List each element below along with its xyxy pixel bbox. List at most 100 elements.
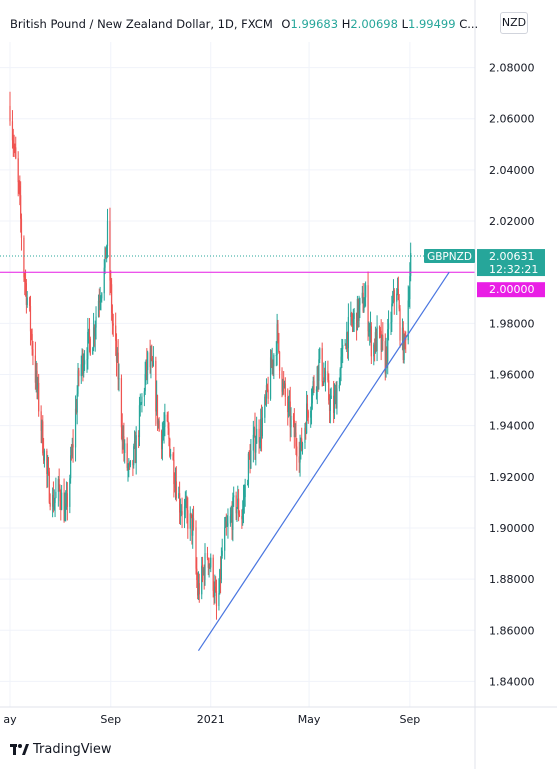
candle-up	[387, 329, 389, 362]
low-value: 1.99499	[408, 17, 456, 31]
candle-up	[368, 330, 370, 332]
candle-up	[47, 468, 49, 474]
currency-button[interactable]: NZD	[500, 12, 528, 34]
candle-up	[53, 503, 55, 509]
candle-down	[313, 381, 315, 390]
candle-up	[147, 352, 149, 371]
candle-up	[64, 506, 66, 521]
candle-up	[180, 511, 182, 513]
candle-down	[260, 418, 263, 437]
candle-down	[89, 338, 91, 355]
candle-up	[97, 300, 100, 317]
candle-down	[173, 459, 175, 485]
candle-up	[390, 322, 392, 324]
candle-up	[352, 318, 354, 325]
candle-up	[310, 410, 312, 418]
candle-up	[150, 357, 152, 368]
candle-up	[252, 434, 254, 451]
candle-up	[363, 307, 365, 312]
candle-down	[179, 493, 181, 513]
candle-down	[42, 453, 45, 461]
candle-up	[358, 305, 360, 321]
candle-down	[351, 312, 353, 322]
candle-up	[161, 434, 164, 450]
candle-down	[19, 186, 21, 196]
candle-up	[236, 507, 238, 514]
candle-up	[95, 316, 97, 328]
candle-up	[401, 327, 404, 341]
candle-up	[385, 347, 387, 374]
candle-up	[392, 290, 395, 301]
candle-up	[100, 298, 102, 302]
candle-up	[184, 503, 186, 507]
candle-down	[29, 297, 31, 306]
candle-up	[86, 359, 88, 361]
candle-up	[226, 525, 228, 527]
candle-up	[265, 385, 268, 399]
candle-up	[43, 450, 46, 461]
open-key: O	[281, 17, 291, 31]
candle-up	[133, 446, 135, 466]
candle-up	[152, 360, 154, 366]
candle-down	[63, 492, 65, 521]
candle-up	[381, 335, 383, 350]
candle-down	[111, 284, 113, 314]
candle-up	[140, 403, 142, 405]
candle-down	[191, 514, 193, 536]
candle-up	[294, 432, 296, 438]
candle-down	[266, 385, 268, 390]
candle-down	[378, 326, 381, 330]
close-key: C...	[459, 17, 479, 31]
candle-down	[215, 586, 217, 591]
candle-up	[364, 297, 366, 308]
candle-down	[293, 419, 295, 438]
candle-up	[336, 388, 338, 409]
candle-down	[190, 513, 192, 515]
candle-down	[169, 438, 171, 457]
candle-up	[157, 420, 159, 424]
candle-up	[65, 503, 67, 507]
x-tick-label: ay	[3, 713, 17, 726]
candle-down	[72, 444, 74, 448]
candle-up	[65, 493, 68, 504]
candle-down	[24, 280, 27, 284]
candle-up	[319, 348, 321, 360]
tradingview-logo[interactable]: TradingView	[10, 742, 112, 757]
candle-up	[124, 443, 126, 453]
candle-down	[277, 324, 279, 333]
candle-down	[203, 569, 205, 580]
candle-up	[247, 484, 249, 486]
symbol-tag: GBPNZD	[427, 251, 472, 263]
candle-down	[382, 335, 384, 342]
candle-down	[278, 332, 280, 352]
symbol-title: British Pound / New Zealand Dollar, 1D, …	[10, 17, 273, 31]
candle-up	[219, 569, 221, 594]
candle-up	[329, 398, 331, 411]
candle-up	[230, 514, 232, 517]
candle-up	[26, 297, 28, 305]
candle-up	[311, 388, 313, 404]
candle-up	[276, 324, 278, 356]
candle-down	[49, 502, 51, 507]
candle-up	[247, 453, 250, 485]
candle-down	[110, 280, 112, 285]
candle-down	[186, 500, 188, 511]
high-key: H	[341, 17, 351, 31]
y-tick-label: 1.94000	[489, 420, 535, 433]
candle-down	[129, 463, 131, 466]
candle-up	[214, 586, 216, 597]
candle-up	[99, 301, 101, 303]
y-tick-label: 1.98000	[489, 317, 535, 330]
candle-up	[250, 450, 252, 469]
candle-down	[172, 454, 174, 460]
price-tag-countdown: 12:32:21	[489, 263, 538, 276]
candle-down	[111, 313, 114, 324]
tradingview-logo-text: TradingView	[33, 742, 112, 757]
candle-down	[209, 564, 211, 568]
candle-down	[298, 456, 300, 463]
candle-up	[330, 395, 332, 399]
candle-up	[346, 332, 348, 349]
candle-down	[14, 147, 16, 149]
candle-up	[353, 313, 355, 319]
